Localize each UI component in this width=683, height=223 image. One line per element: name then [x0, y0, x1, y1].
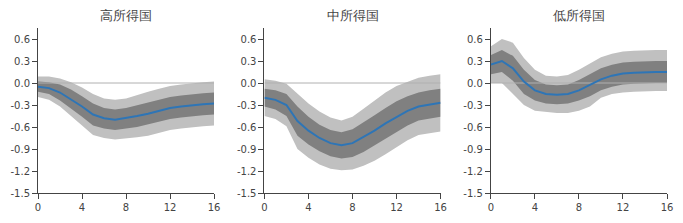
svg-text:4: 4 — [305, 202, 311, 213]
svg-text:0: 0 — [261, 202, 267, 213]
svg-text:-0.3: -0.3 — [10, 100, 30, 111]
svg-text:高所得国: 高所得国 — [100, 8, 152, 23]
svg-text:12: 12 — [164, 202, 177, 213]
svg-text:0.6: 0.6 — [467, 34, 483, 45]
svg-text:0.0: 0.0 — [241, 78, 257, 89]
svg-text:16: 16 — [661, 202, 674, 213]
svg-text:中所得国: 中所得国 — [327, 8, 379, 23]
svg-text:0.0: 0.0 — [14, 78, 30, 89]
svg-text:16: 16 — [208, 202, 221, 213]
svg-text:4: 4 — [79, 202, 85, 213]
svg-text:-0.9: -0.9 — [10, 144, 30, 155]
svg-text:-0.6: -0.6 — [10, 122, 30, 133]
svg-text:-0.6: -0.6 — [463, 122, 483, 133]
svg-text:-1.5: -1.5 — [463, 188, 483, 199]
svg-text:-1.5: -1.5 — [237, 188, 257, 199]
svg-text:8: 8 — [576, 202, 582, 213]
svg-text:-1.2: -1.2 — [463, 166, 483, 177]
svg-text:8: 8 — [349, 202, 355, 213]
svg-text:0.6: 0.6 — [14, 34, 30, 45]
svg-text:8: 8 — [123, 202, 129, 213]
svg-text:0.0: 0.0 — [467, 78, 483, 89]
svg-text:12: 12 — [390, 202, 403, 213]
svg-text:0: 0 — [35, 202, 41, 213]
svg-text:0.6: 0.6 — [241, 34, 257, 45]
svg-text:0: 0 — [488, 202, 494, 213]
svg-text:0.3: 0.3 — [467, 56, 483, 67]
svg-text:16: 16 — [434, 202, 447, 213]
svg-text:-0.3: -0.3 — [463, 100, 483, 111]
svg-text:-0.6: -0.6 — [237, 122, 257, 133]
svg-text:0.3: 0.3 — [14, 56, 30, 67]
svg-text:-1.2: -1.2 — [237, 166, 257, 177]
svg-text:低所得国: 低所得国 — [553, 8, 605, 23]
svg-text:-0.3: -0.3 — [237, 100, 257, 111]
svg-text:12: 12 — [617, 202, 630, 213]
svg-text:-0.9: -0.9 — [463, 144, 483, 155]
svg-text:4: 4 — [532, 202, 538, 213]
svg-text:-0.9: -0.9 — [237, 144, 257, 155]
svg-text:0.3: 0.3 — [241, 56, 257, 67]
svg-text:-1.2: -1.2 — [10, 166, 30, 177]
svg-text:-1.5: -1.5 — [10, 188, 30, 199]
